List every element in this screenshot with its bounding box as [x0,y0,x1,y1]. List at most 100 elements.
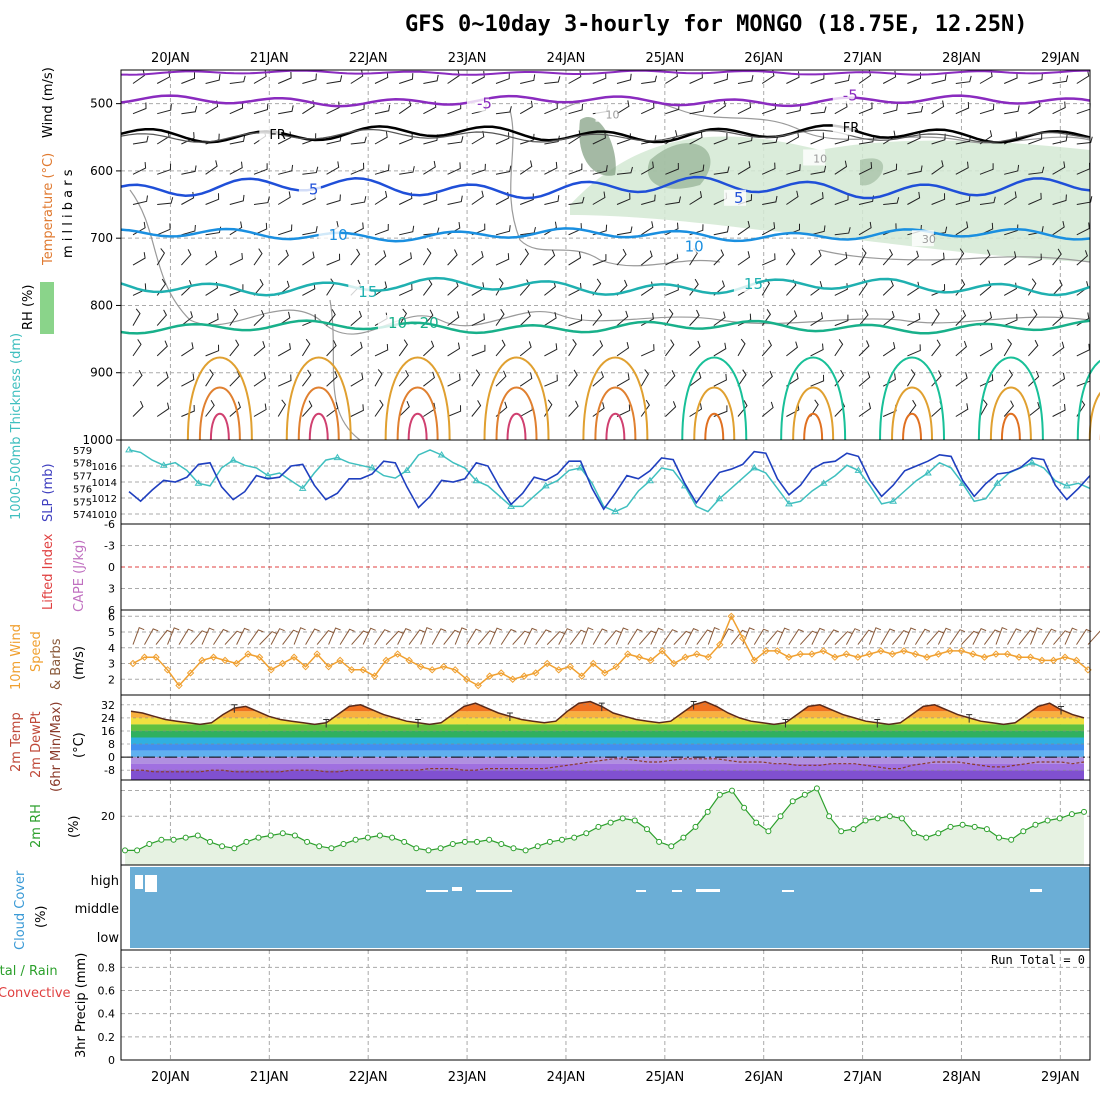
wind-barb [181,105,198,115]
rh-point [1068,811,1075,818]
wind-barb [544,102,558,115]
wind-barb [253,103,269,115]
wind-barb [278,224,293,236]
thickness-point [889,497,898,504]
temp-unit-label: (°C) [72,732,87,758]
wind-barb [374,369,383,387]
rh-point [486,836,493,843]
rh-point [801,791,808,798]
surface-wind-barb [880,628,896,645]
chart-title: GFS 0~10day 3-hourly for MONGO (18.75E, … [405,12,1028,37]
wind-barb [616,341,630,357]
wind-speed-point [382,656,390,665]
rh-point [158,836,165,843]
wind-barb [350,248,361,266]
wind-barb [1028,192,1042,205]
wind-speed-point [923,653,931,661]
minmax-axis-label: (6hr Min/Max) [49,702,64,792]
wind-barb [471,250,484,266]
wind-speed-point [601,669,609,677]
temp-tick-label: 0 [108,751,115,764]
wind-barb [447,373,461,387]
rh-point [741,804,748,811]
wind-speed-point [416,662,425,671]
wind-barb [931,74,947,84]
rh-point [474,838,480,845]
wind-barb [640,250,653,266]
wind-barb [907,399,917,417]
wind-barb [205,399,215,417]
wind-speed-point [301,662,310,671]
wind-speed-axis-label: Speed [29,631,44,672]
wind-barb [640,344,655,357]
wind-barb [616,226,633,236]
wind-barb [399,73,414,84]
wind-barb [398,283,413,296]
wind-barb [810,312,824,327]
wind-barb [471,71,485,84]
wind-speed-point [198,656,206,665]
surface-wind-barb [972,627,987,645]
wind-speed-point [842,650,851,658]
wind-speed-point [485,672,494,680]
wind-barb [1076,250,1088,266]
rh-point [862,817,869,824]
surface-wind-barb [1041,628,1057,645]
date-label-bottom: 23JAN [448,1070,487,1085]
surface-wind-barb [523,627,538,645]
wind-barb [350,162,365,175]
wind-barb [229,308,239,326]
slp-tick-label: 1012 [92,494,117,505]
isotherm-label-bg [377,314,400,331]
wind-speed-point [186,669,195,677]
surface-wind-barb [661,629,678,645]
wind-barb [640,312,654,327]
wind-barb [399,132,413,145]
isotherm-label: 5 [734,189,744,207]
rh-point [826,813,833,820]
rh-point [850,826,857,833]
surface-wind-barb [857,629,874,645]
temp-band [131,757,1084,764]
wind-barb [326,101,340,115]
wind-barb [955,161,969,175]
wind-barb [1003,313,1018,327]
date-label-top: 28JAN [942,51,981,66]
wind-barb [810,132,825,145]
wind-barb [906,369,916,387]
wind-barb [374,104,391,115]
warm-isotherm [594,386,637,441]
wind-barb [302,400,313,417]
wind-barb [157,104,172,115]
rh-point [838,828,845,835]
isotherm-label: -5 [477,95,492,113]
precip-tick-label: 0 [108,1054,115,1067]
surface-wind-barb [834,631,853,645]
wind-barb [326,371,338,387]
wind-speed-point [854,653,862,661]
surface-wind-barb [638,630,657,645]
wind-barb [520,74,536,84]
wind-barb [592,191,606,205]
cloud-axis-label: Cloud Cover [13,870,28,950]
temp-band [131,724,1084,731]
surface-wind-barb [673,630,692,645]
rh-point [983,826,990,833]
wind-barb [592,131,606,145]
wind-barb [326,340,337,357]
wind-barb [519,403,533,417]
wind-barb [955,340,967,357]
rh-point [364,834,371,841]
surface-wind-barb [155,629,173,645]
pressure-axis-label: m i l l i b a r s [61,169,76,258]
date-label-top: 24JAN [547,51,586,66]
wind-speed-point [221,656,229,665]
wind-barb [205,250,218,266]
surface-wind-barb [707,627,720,645]
wind-barb [495,225,511,236]
surface-wind-barb [1064,627,1078,645]
wind-barb [277,249,289,266]
surface-wind-barb [937,627,952,645]
wind-speed-point [255,653,264,661]
rh-point [413,845,420,852]
